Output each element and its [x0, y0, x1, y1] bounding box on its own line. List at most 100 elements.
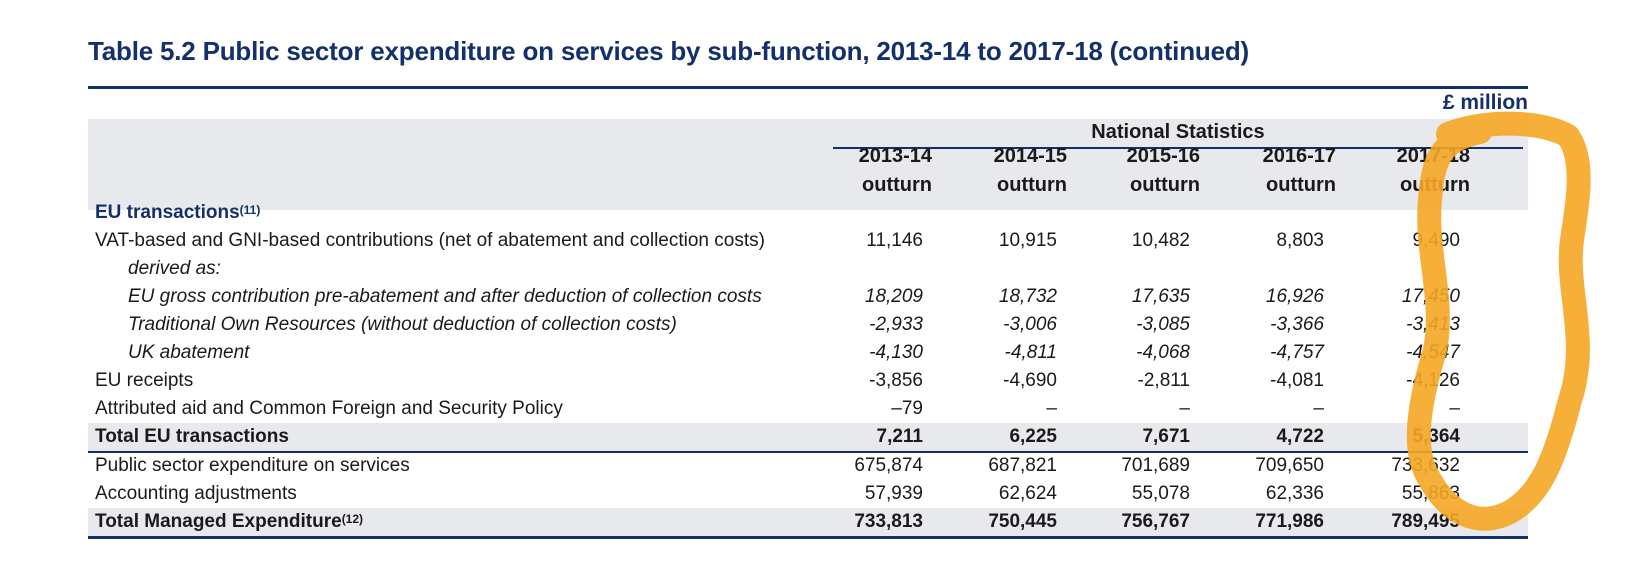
cell-2016-17: -4,081: [1270, 370, 1324, 391]
row-label: VAT-based and GNI-based contributions (n…: [95, 230, 765, 251]
column-header-2014-15: 2014-15 outturn: [917, 142, 1067, 200]
cell-2013-14: –79: [891, 398, 923, 419]
cell-2017-18: –: [1449, 398, 1460, 419]
cell-2016-17: -4,757: [1270, 342, 1324, 363]
cell-2016-17: 16,926: [1265, 286, 1324, 307]
row-label: Attributed aid and Common Foreign and Se…: [95, 398, 563, 419]
row-label: EU gross contribution pre-abatement and …: [128, 286, 762, 307]
cell-2013-14: 57,939: [864, 483, 923, 504]
column-label: outturn: [997, 174, 1067, 196]
row-label: Total Managed Expenditure(12): [95, 508, 363, 536]
cell-2016-17: 771,986: [1255, 511, 1324, 532]
column-header-2013-14: 2013-14 outturn: [782, 142, 932, 200]
cell-2017-18: -4,547: [1406, 342, 1460, 363]
cell-2014-15: 18,732: [998, 286, 1057, 307]
units-label: £ million: [1442, 91, 1528, 114]
row-label: EU receipts: [95, 370, 194, 391]
section-heading: EU transactions(11): [95, 199, 260, 227]
cell-2017-18: -3,413: [1406, 314, 1460, 335]
cell-2013-14: 7,211: [876, 426, 924, 447]
row-label-text: Total Managed Expenditure: [95, 511, 342, 532]
cell-2013-14: 675,874: [854, 455, 923, 476]
section-divider: [88, 451, 1528, 453]
column-label: outturn: [1400, 174, 1470, 196]
cell-2013-14: -3,856: [869, 370, 923, 391]
cell-2014-15: 6,225: [1009, 426, 1057, 447]
cell-2015-16: 7,671: [1142, 426, 1190, 447]
cell-2016-17: 8,803: [1276, 230, 1324, 251]
cell-2015-16: 756,767: [1121, 511, 1190, 532]
column-year: 2015-16: [1126, 145, 1200, 167]
cell-2016-17: 4,722: [1276, 426, 1324, 447]
cell-2015-16: -3,085: [1136, 314, 1190, 335]
table-row: derived as:: [88, 255, 1528, 283]
cell-2016-17: 709,650: [1255, 455, 1324, 476]
cell-2014-15: 750,445: [988, 511, 1057, 532]
cell-2014-15: -4,811: [1004, 342, 1057, 363]
section-heading-text: EU transactions: [95, 202, 240, 223]
table-row: EU receipts -3,856 -4,690 -2,811 -4,081 …: [88, 367, 1528, 395]
row-label: Accounting adjustments: [95, 483, 297, 504]
cell-2014-15: –: [1046, 398, 1057, 419]
row-label: derived as:: [128, 258, 221, 279]
cell-2015-16: 701,689: [1121, 455, 1190, 476]
table-row: Public sector expenditure on services 67…: [88, 452, 1528, 480]
table-row: VAT-based and GNI-based contributions (n…: [88, 227, 1528, 255]
grand-total-row: Total Managed Expenditure(12) 733,813 75…: [88, 508, 1528, 536]
column-year: 2013-14: [858, 145, 932, 167]
cell-2017-18: 733,632: [1391, 455, 1460, 476]
cell-2017-18: 17,450: [1401, 286, 1460, 307]
cell-2016-17: 62,336: [1265, 483, 1324, 504]
cell-2017-18: 55,863: [1401, 483, 1460, 504]
header-band: [88, 119, 1528, 210]
cell-2013-14: -2,933: [869, 314, 923, 335]
table-row: Traditional Own Resources (without deduc…: [88, 311, 1528, 339]
cell-2014-15: 687,821: [988, 455, 1057, 476]
cell-2015-16: –: [1179, 398, 1190, 419]
column-label: outturn: [862, 174, 932, 196]
column-header-2016-17: 2016-17 outturn: [1186, 142, 1336, 200]
cell-2014-15: -4,690: [1003, 370, 1057, 391]
cell-2017-18: -4,126: [1406, 370, 1460, 391]
column-header-2015-16: 2015-16 outturn: [1050, 142, 1200, 200]
column-header-2017-18: 2017-18 outturn: [1320, 142, 1470, 200]
cell-2017-18: 789,495: [1391, 511, 1460, 532]
column-year: 2016-17: [1262, 145, 1336, 167]
cell-2015-16: -4,068: [1136, 342, 1190, 363]
section-heading-row: EU transactions(11): [88, 199, 1528, 227]
table-row: Attributed aid and Common Foreign and Se…: [88, 395, 1528, 423]
cell-2017-18: 9,490: [1412, 230, 1460, 251]
cell-2015-16: -2,811: [1137, 370, 1190, 391]
table-bottom-rule: [88, 536, 1528, 539]
total-row: Total EU transactions 7,211 6,225 7,671 …: [88, 423, 1528, 451]
row-label: Public sector expenditure on services: [95, 455, 410, 476]
cell-2016-17: –: [1313, 398, 1324, 419]
group-header-rule: [833, 147, 1523, 149]
row-label: Traditional Own Resources (without deduc…: [128, 314, 677, 335]
cell-2014-15: -3,006: [1003, 314, 1057, 335]
cell-2014-15: 10,915: [998, 230, 1057, 251]
column-label: outturn: [1130, 174, 1200, 196]
row-label: Total EU transactions: [95, 426, 289, 447]
cell-2013-14: -4,130: [869, 342, 923, 363]
table-row: EU gross contribution pre-abatement and …: [88, 283, 1528, 311]
cell-2014-15: 62,624: [998, 483, 1057, 504]
cell-2015-16: 17,635: [1131, 286, 1190, 307]
cell-2013-14: 18,209: [864, 286, 923, 307]
cell-2016-17: -3,366: [1270, 314, 1324, 335]
cell-2013-14: 11,146: [866, 230, 923, 251]
group-header: National Statistics: [1091, 121, 1265, 143]
cell-2013-14: 733,813: [854, 511, 923, 532]
column-year: 2017-18: [1396, 145, 1470, 167]
row-label: UK abatement: [128, 342, 250, 363]
footnote-marker: (12): [341, 512, 364, 526]
table-row: Accounting adjustments 57,939 62,624 55,…: [88, 480, 1528, 508]
cell-2015-16: 10,482: [1131, 230, 1190, 251]
cell-2017-18: 5,364: [1412, 426, 1460, 447]
cell-2015-16: 55,078: [1131, 483, 1190, 504]
table-top-rule: [88, 86, 1528, 89]
footnote-marker: (11): [239, 203, 261, 217]
column-year: 2014-15: [993, 145, 1067, 167]
table-row: UK abatement -4,130 -4,811 -4,068 -4,757…: [88, 339, 1528, 367]
table-title: Table 5.2 Public sector expenditure on s…: [88, 36, 1249, 66]
